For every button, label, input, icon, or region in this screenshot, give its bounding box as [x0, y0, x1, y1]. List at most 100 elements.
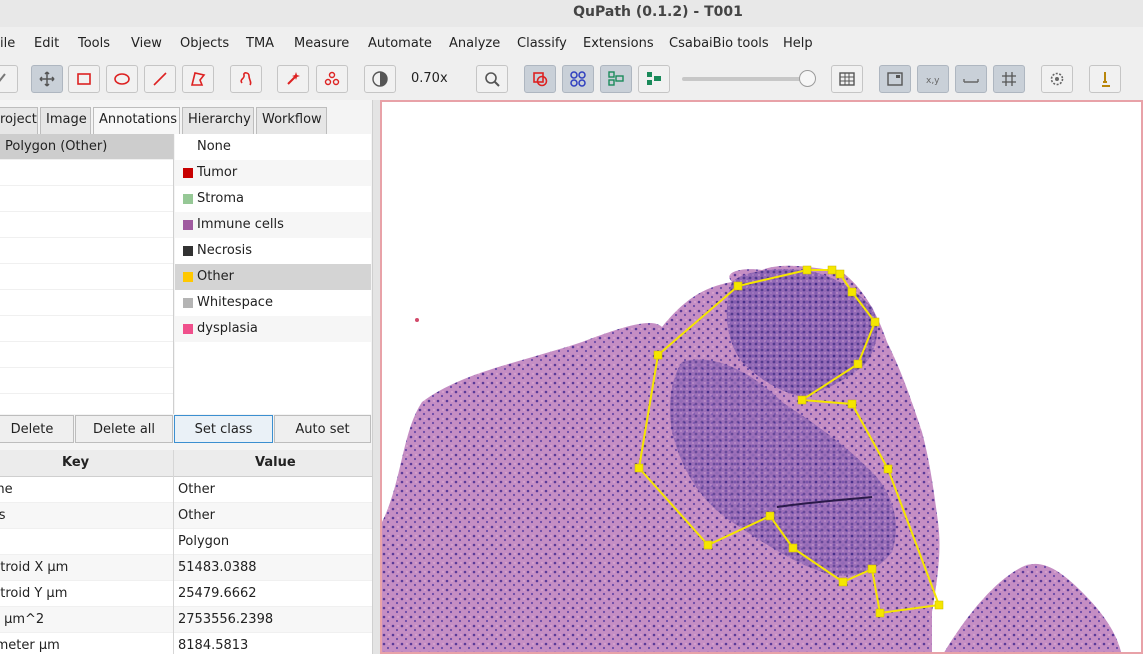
measurement-key: ss [0, 508, 6, 523]
menu-view[interactable]: View [131, 36, 162, 51]
column-header-key[interactable]: Key [62, 455, 90, 470]
debris-spot [415, 318, 419, 322]
class-item-none[interactable]: None [197, 139, 231, 154]
settings-icon[interactable] [1041, 65, 1073, 93]
polygon-icon[interactable] [182, 65, 214, 93]
grid-icon[interactable] [831, 65, 863, 93]
class-item-necrosis[interactable]: Necrosis [175, 238, 371, 264]
overview-icon[interactable] [879, 65, 911, 93]
detections-icon[interactable] [562, 65, 594, 93]
tissue-region-gland [670, 359, 896, 576]
annotations-icon[interactable] [524, 65, 556, 93]
slide-tear [776, 496, 873, 508]
column-divider[interactable] [173, 450, 174, 654]
set-class-button[interactable]: Set class [174, 415, 273, 443]
fill-icon[interactable] [638, 65, 670, 93]
menu-measure[interactable]: Measure [294, 36, 350, 51]
table-row[interactable]: imeter µm 8184.5813 [0, 633, 372, 654]
measurement-value: 2753556.2398 [178, 612, 274, 627]
delete-all-button[interactable]: Delete all [75, 415, 173, 443]
window-title: QuPath (0.1.2) - T001 [573, 4, 743, 20]
menu-extensions[interactable]: Extensions [583, 36, 654, 51]
brush-icon[interactable] [0, 65, 18, 93]
empty-row [0, 368, 173, 394]
class-item-tumor[interactable]: Tumor [175, 160, 371, 186]
toolbar: 0.70x x,y [0, 60, 1143, 98]
menu-analyze[interactable]: Analyze [449, 36, 501, 51]
class-item-dysplasia[interactable]: dysplasia [175, 316, 371, 342]
empty-row [0, 160, 173, 186]
opacity-slider-handle[interactable] [799, 70, 816, 87]
annotation-item[interactable]: Polygon (Other) [0, 134, 173, 160]
tissue-region-right [944, 563, 1121, 652]
annotation-list[interactable]: Polygon (Other) [0, 134, 174, 414]
table-row[interactable]: ss Other [0, 503, 372, 529]
class-list[interactable]: None Tumor Stroma Immune cells Necrosis … [175, 134, 371, 414]
zoom-level: 0.70x [411, 71, 448, 86]
scalebar-icon[interactable] [955, 65, 987, 93]
annotation-label: Polygon (Other) [5, 139, 108, 154]
log-icon[interactable] [1089, 65, 1121, 93]
empty-row [0, 342, 173, 368]
tab-hierarchy[interactable]: Hierarchy [182, 107, 254, 134]
measurement-key: imeter µm [0, 638, 60, 653]
opacity-slider-track[interactable] [682, 77, 808, 81]
tab-project[interactable]: roject [0, 107, 38, 134]
annotation-buttons: Delete Delete all Set class Auto set [0, 415, 372, 445]
menu-classify[interactable]: Classify [517, 36, 567, 51]
auto-set-button[interactable]: Auto set [274, 415, 371, 443]
rectangle-icon[interactable] [68, 65, 100, 93]
empty-row [0, 212, 173, 238]
menu-tma[interactable]: TMA [246, 36, 275, 51]
table-row[interactable]: me Other [0, 477, 372, 503]
menu-csabaibio-tools[interactable]: CsabaiBio tools [669, 36, 769, 51]
location-icon[interactable]: x,y [917, 65, 949, 93]
counting-grid-icon[interactable] [993, 65, 1025, 93]
analysis-panel: roject Image Annotations Hierarchy Workf… [0, 100, 372, 654]
empty-row [0, 316, 173, 342]
ellipse-icon[interactable] [106, 65, 138, 93]
class-item-stroma[interactable]: Stroma [175, 186, 371, 212]
menu-tools[interactable]: Tools [78, 36, 111, 51]
class-color-swatch [183, 298, 193, 308]
menu-help[interactable]: Help [783, 36, 813, 51]
tissue-region-upper [726, 269, 878, 397]
tab-workflow[interactable]: Workflow [256, 107, 327, 134]
menu-file[interactable]: ile [0, 36, 16, 51]
menu-automate[interactable]: Automate [368, 36, 432, 51]
freehand-icon[interactable] [230, 65, 262, 93]
column-header-value[interactable]: Value [255, 455, 296, 470]
svg-text:x,y: x,y [926, 76, 940, 86]
measurement-value: Polygon [178, 534, 230, 549]
image-viewer[interactable] [380, 100, 1143, 654]
line-icon[interactable] [144, 65, 176, 93]
wand-icon[interactable] [277, 65, 309, 93]
contrast-icon[interactable] [364, 65, 396, 93]
measurement-value: 25479.6662 [178, 586, 257, 601]
menu-edit[interactable]: Edit [34, 36, 60, 51]
class-item-other[interactable]: Other [175, 264, 371, 290]
class-item-immune-cells[interactable]: Immune cells [175, 212, 371, 238]
measurement-value: Other [178, 482, 215, 497]
measurement-value: 51483.0388 [178, 560, 257, 575]
slide-image [382, 265, 1121, 652]
tab-image[interactable]: Image [40, 107, 91, 134]
annotation-vertices [634, 265, 944, 618]
class-item-whitespace[interactable]: Whitespace [175, 290, 371, 316]
empty-row [0, 290, 173, 316]
tma-icon[interactable] [600, 65, 632, 93]
delete-button[interactable]: Delete [0, 415, 74, 443]
move-icon[interactable] [31, 65, 63, 93]
tab-annotations[interactable]: Annotations [93, 107, 180, 135]
table-row[interactable]: a µm^2 2753556.2398 [0, 607, 372, 633]
class-color-swatch [183, 272, 193, 282]
menu-objects[interactable]: Objects [180, 36, 230, 51]
zoom-icon[interactable] [476, 65, 508, 93]
points-icon[interactable] [316, 65, 348, 93]
table-row[interactable]: IPolygon [0, 529, 372, 555]
panel-splitter[interactable] [372, 100, 380, 654]
measurement-value: Other [178, 508, 215, 523]
